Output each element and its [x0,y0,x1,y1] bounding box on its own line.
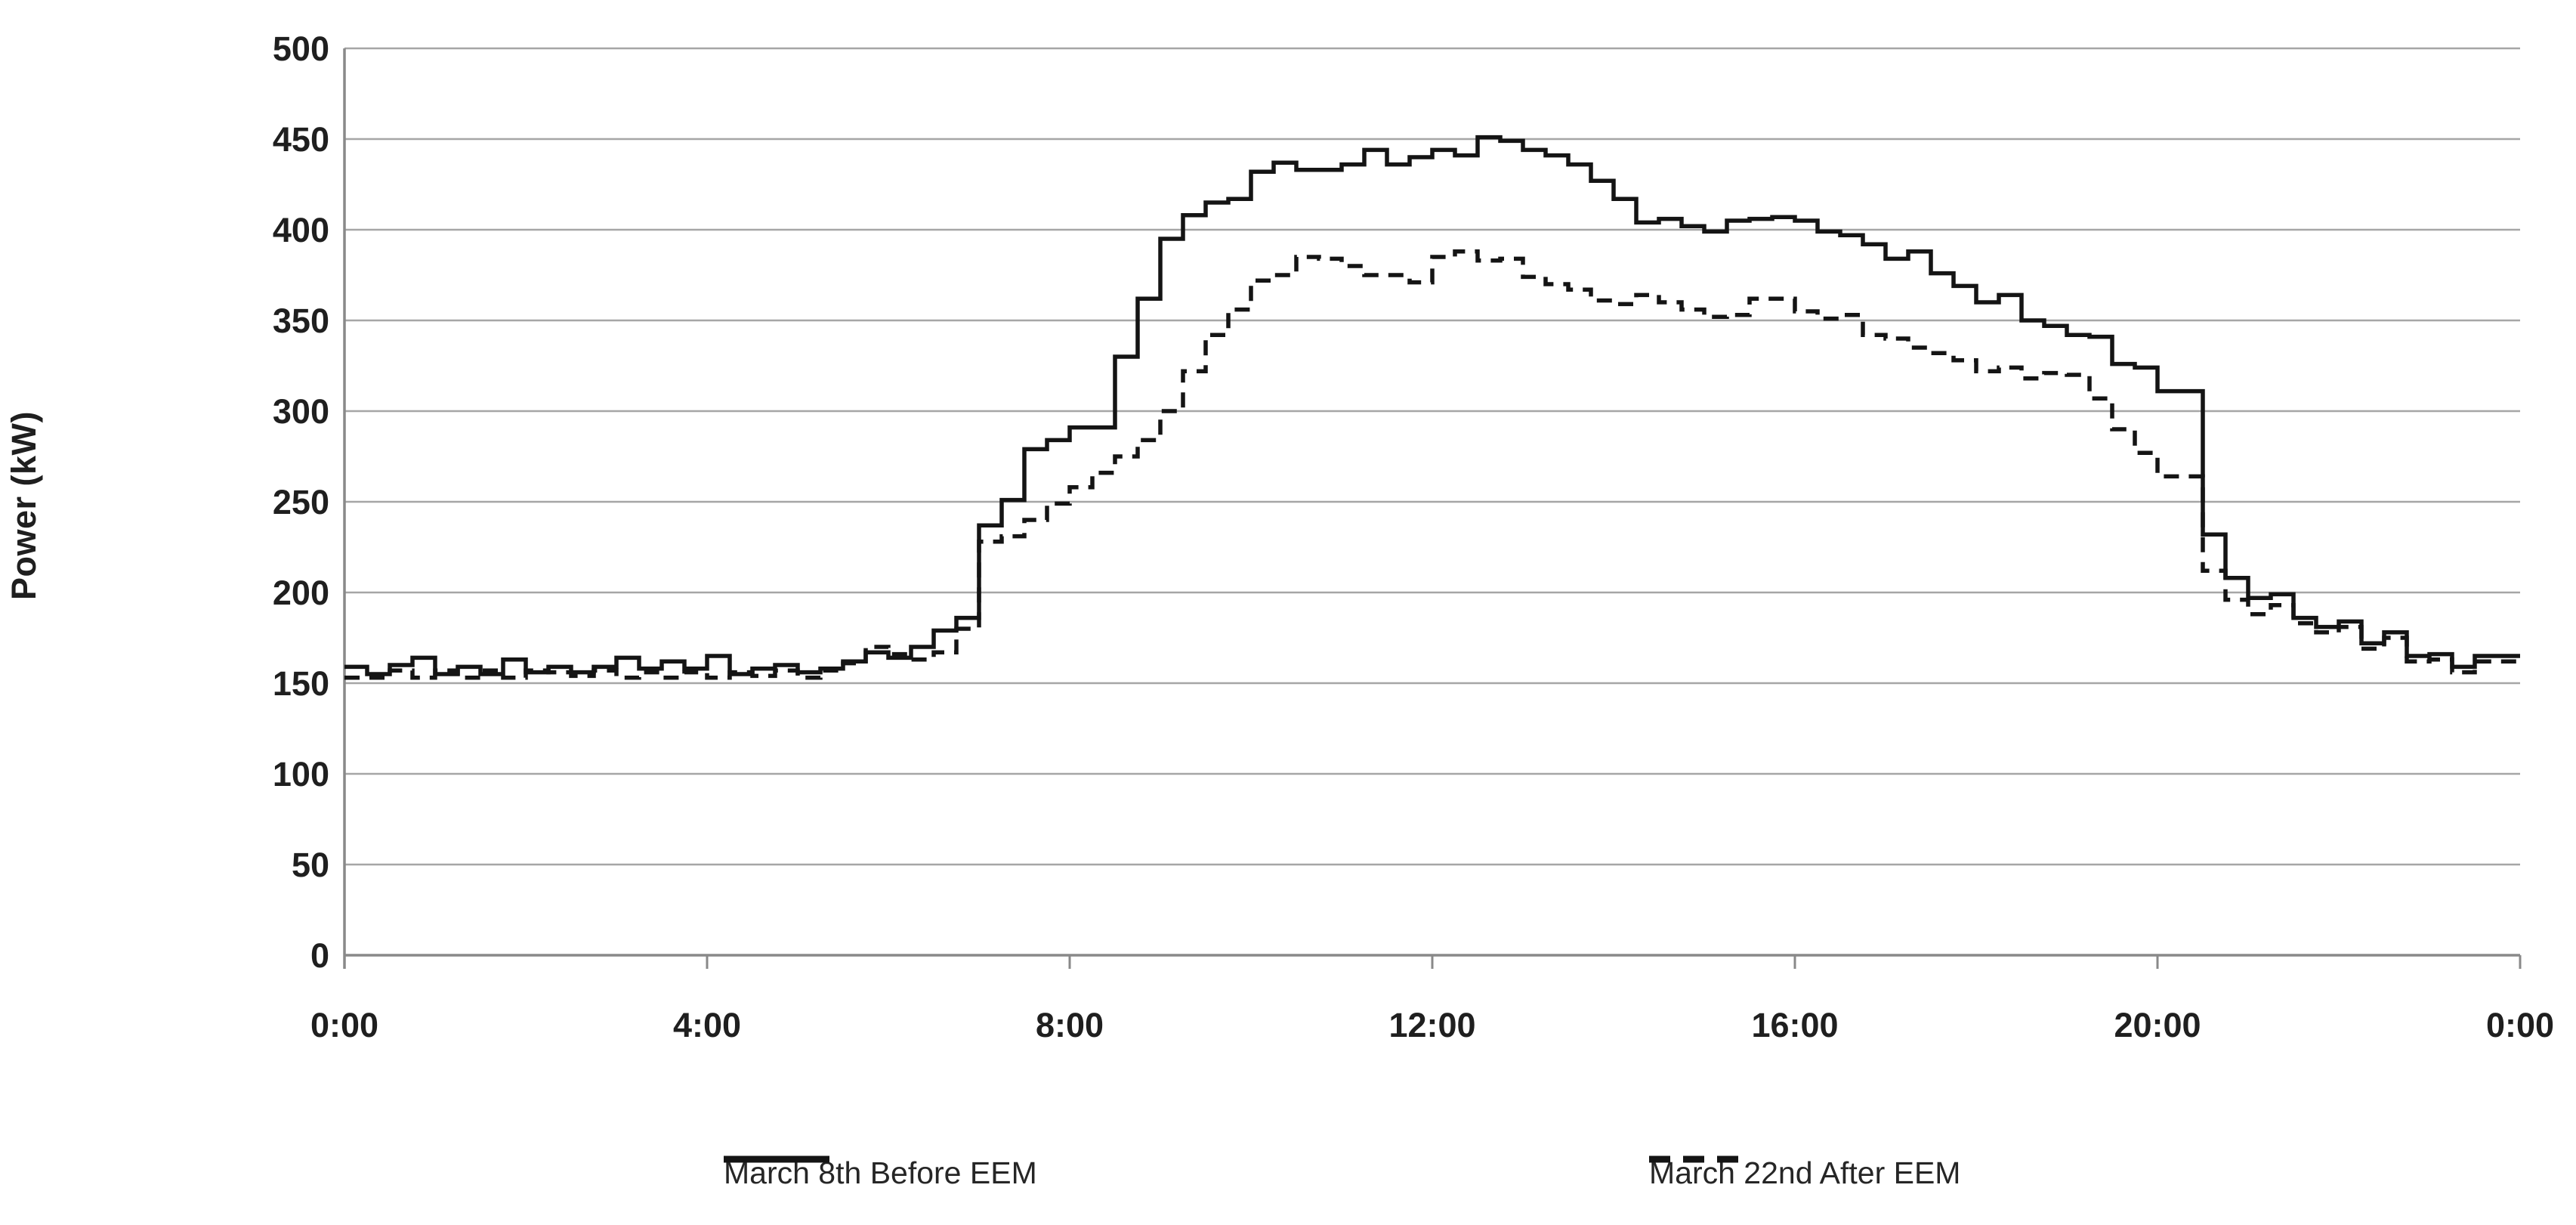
legend-dashed-line-sample [1649,1155,1738,1163]
x-tick-label-5: 20:00 [2114,1006,2201,1044]
y-tick-label-150: 150 [272,664,329,703]
x-tick-label-6: 0:00 [2485,1006,2555,1044]
series-line-after-eem [344,249,2520,680]
y-tick-label-50: 50 [291,846,329,884]
x-tick-label-4: 16:00 [1751,1006,1839,1044]
legend-solid-line-sample [724,1155,829,1163]
y-tick-label-100: 100 [272,755,329,793]
series-line-before-eem [344,135,2520,676]
y-tick-label-0: 0 [310,936,329,975]
y-tick-label-300: 300 [272,392,329,431]
y-tick-label-450: 450 [272,120,329,159]
y-tick-label-500: 500 [272,29,329,68]
x-tick-label-3: 12:00 [1388,1006,1476,1044]
x-tick-label-2: 8:00 [1035,1006,1104,1044]
x-tick-label-1: 4:00 [672,1006,742,1044]
legend-item-before-eem: March 8th Before EEM [724,1152,1037,1194]
y-tick-label-250: 250 [272,483,329,521]
legend-item-after-eem: March 22nd After EEM [1649,1152,1960,1194]
x-tick-label-0: 0:00 [310,1006,379,1044]
y-tick-label-400: 400 [272,211,329,249]
y-tick-label-350: 350 [272,302,329,340]
y-tick-label-200: 200 [272,574,329,612]
